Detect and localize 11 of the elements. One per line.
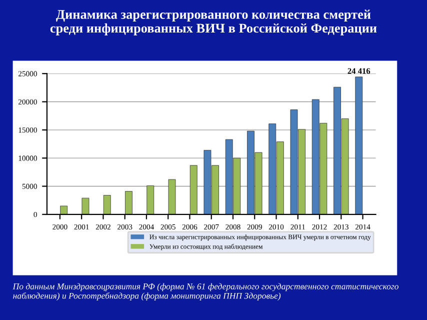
bar xyxy=(82,198,90,214)
bar xyxy=(146,185,154,214)
bar xyxy=(168,179,176,214)
bar xyxy=(355,76,363,214)
bar xyxy=(125,191,132,214)
data-label: 24 416 xyxy=(348,68,370,74)
bar xyxy=(60,206,68,214)
chart-title: Динамика зарегистрированного количества смертей среди инфицированных ВИЧ в Российской Федерации xyxy=(50,10,377,36)
bar xyxy=(103,195,111,214)
bar xyxy=(190,165,198,214)
text: По данным Минздравсоцразвития РФ (форма № 61 федерального государственного статистического наблюдения) и Роспотребнадзора (форма мониторинга ПНП Здоровье) xyxy=(12,283,398,301)
